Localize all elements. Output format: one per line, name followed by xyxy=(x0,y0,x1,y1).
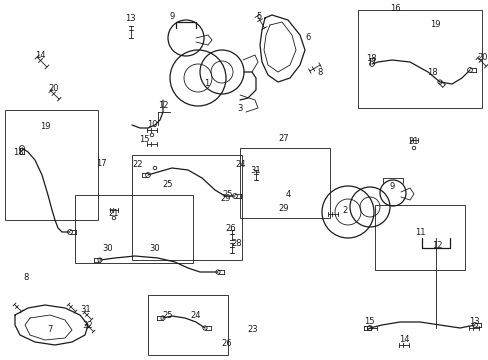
Text: 27: 27 xyxy=(278,134,289,143)
Text: 6: 6 xyxy=(305,32,310,41)
Text: 10: 10 xyxy=(146,120,157,129)
Text: 22: 22 xyxy=(132,159,143,168)
Text: 18: 18 xyxy=(365,54,376,63)
Text: 32: 32 xyxy=(82,320,93,329)
Text: 15: 15 xyxy=(139,135,149,144)
Text: 14: 14 xyxy=(398,336,408,345)
Text: 29: 29 xyxy=(278,203,289,212)
Text: 17: 17 xyxy=(96,158,106,167)
Text: 30: 30 xyxy=(102,243,113,252)
Text: 12: 12 xyxy=(158,100,168,109)
Text: 15: 15 xyxy=(363,318,373,327)
Text: 24: 24 xyxy=(190,311,201,320)
Text: 1: 1 xyxy=(204,78,209,87)
Bar xyxy=(357,10,481,108)
Text: 24: 24 xyxy=(235,159,246,168)
Bar xyxy=(240,148,329,218)
Text: 31: 31 xyxy=(81,306,91,315)
Text: 9: 9 xyxy=(169,12,174,21)
Text: 23: 23 xyxy=(247,325,258,334)
Text: 20: 20 xyxy=(49,84,59,93)
Text: 13: 13 xyxy=(468,318,478,327)
Text: 12: 12 xyxy=(431,240,441,249)
Text: 4: 4 xyxy=(285,189,290,198)
Text: 26: 26 xyxy=(221,339,232,348)
Text: 31: 31 xyxy=(250,166,261,175)
Text: 19: 19 xyxy=(429,19,439,28)
Bar xyxy=(132,155,242,260)
Text: 9: 9 xyxy=(388,181,394,190)
Bar xyxy=(374,205,464,270)
Text: 8: 8 xyxy=(317,68,322,77)
Text: 25: 25 xyxy=(163,180,173,189)
Text: 18: 18 xyxy=(13,148,23,157)
Text: 19: 19 xyxy=(40,122,50,131)
Text: 28: 28 xyxy=(231,239,242,248)
Text: 14: 14 xyxy=(35,50,45,59)
Text: 18: 18 xyxy=(426,68,436,77)
Text: 16: 16 xyxy=(389,4,400,13)
Text: 21: 21 xyxy=(108,208,119,217)
Text: 7: 7 xyxy=(47,325,53,334)
Bar xyxy=(5,110,98,220)
Bar xyxy=(75,195,193,263)
Text: 26: 26 xyxy=(225,224,236,233)
Text: 21: 21 xyxy=(408,136,418,145)
Text: 11: 11 xyxy=(414,228,425,237)
Text: 29: 29 xyxy=(220,194,231,202)
Text: 25: 25 xyxy=(163,311,173,320)
Text: 25: 25 xyxy=(223,189,233,198)
Text: 5: 5 xyxy=(256,12,261,21)
Bar xyxy=(148,295,227,355)
Text: 3: 3 xyxy=(237,104,242,113)
Text: 13: 13 xyxy=(124,14,135,23)
Text: 2: 2 xyxy=(342,206,347,215)
Text: 8: 8 xyxy=(23,273,29,282)
Text: 30: 30 xyxy=(149,243,160,252)
Text: 20: 20 xyxy=(477,53,487,62)
